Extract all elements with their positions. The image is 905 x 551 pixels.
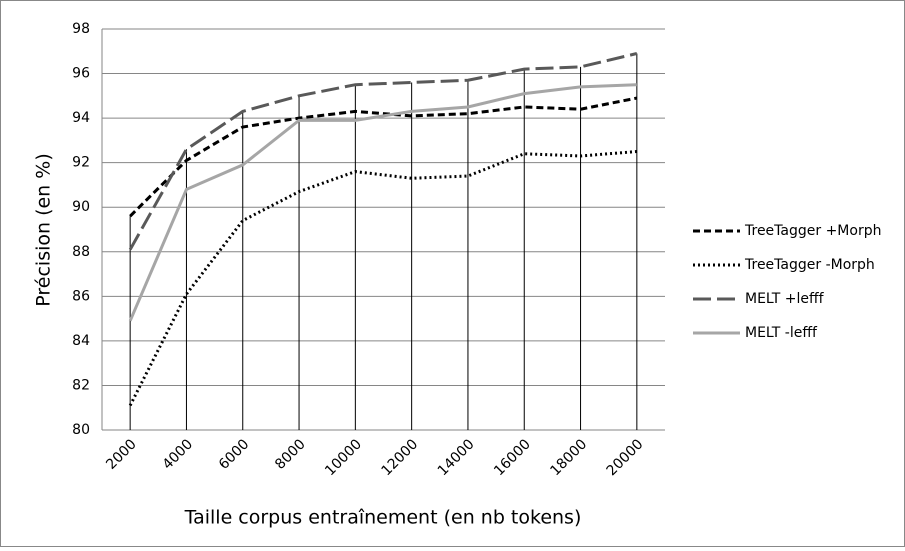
y-tick-label: 94 bbox=[72, 110, 90, 126]
x-axis-label: Taille corpus entraînement (en nb tokens… bbox=[184, 507, 582, 529]
series-line bbox=[128, 150, 637, 407]
y-tick-label: 92 bbox=[72, 155, 90, 171]
series-line bbox=[129, 96, 638, 218]
y-tick-label: 84 bbox=[72, 333, 90, 349]
legend-label: TreeTagger -Morph bbox=[744, 257, 875, 273]
legend-label: MELT -lefff bbox=[745, 325, 818, 341]
y-tick-label: 98 bbox=[72, 21, 90, 37]
legend-label: MELT +lefff bbox=[745, 291, 825, 307]
series-line bbox=[128, 83, 637, 322]
y-tick-label: 88 bbox=[72, 244, 90, 260]
legend-label: TreeTagger +Morph bbox=[744, 223, 881, 239]
y-tick-label: 96 bbox=[72, 66, 90, 82]
y-tick-label: 86 bbox=[72, 288, 90, 304]
y-axis-label: Précision (en %) bbox=[33, 153, 55, 306]
y-tick-label: 82 bbox=[72, 377, 90, 393]
y-tick-label: 80 bbox=[72, 422, 90, 438]
y-tick-label: 90 bbox=[72, 199, 90, 215]
series-line bbox=[128, 52, 638, 251]
